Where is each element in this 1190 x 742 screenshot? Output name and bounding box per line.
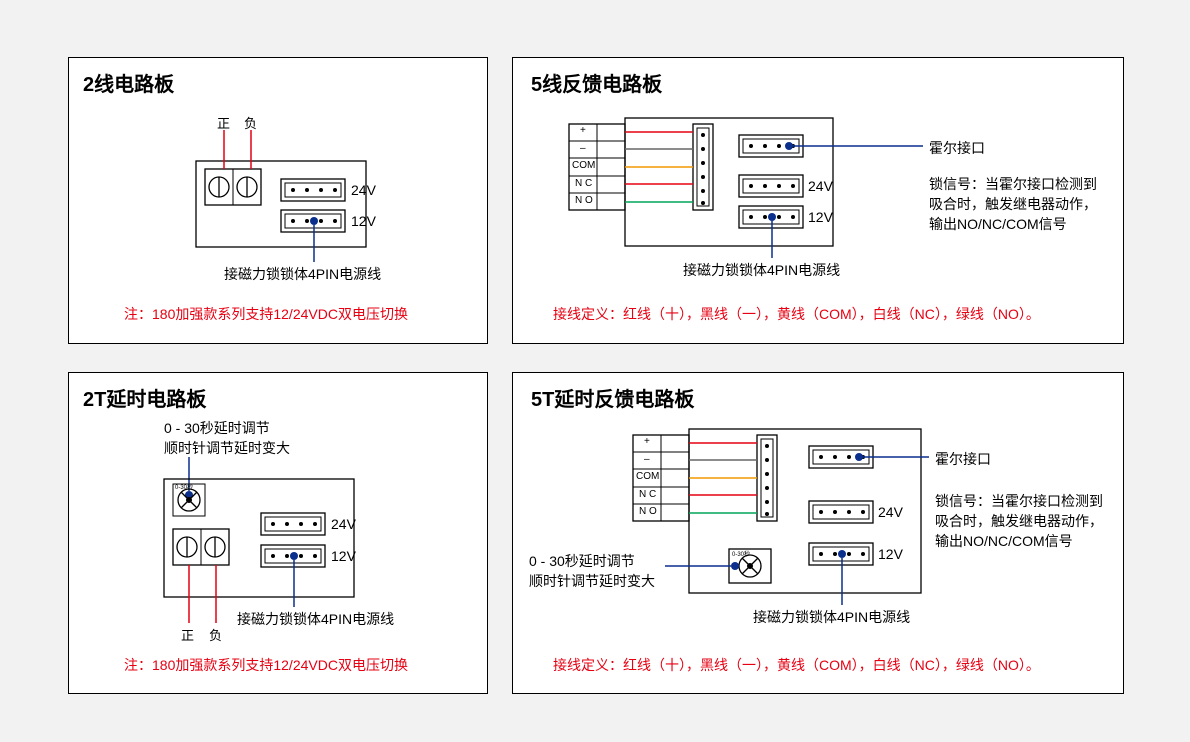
term-no: N O xyxy=(639,506,657,517)
negative-label: 负 xyxy=(209,625,222,644)
connector-annotation: 接磁力锁锁体4PIN电源线 xyxy=(753,607,910,627)
delay-line2: 顺时针调节延时变大 xyxy=(529,571,655,591)
panel-2t: 2T延时电路板 0 - 30秒延时调节 顺时针调节延时变大 xyxy=(68,372,488,694)
panel-note: 注：180加强款系列支持12/24VDC双电压切换 xyxy=(124,304,408,324)
panel-5wire: 5线反馈电路板 xyxy=(512,57,1124,344)
term-plus: + xyxy=(644,436,650,447)
connector-annotation: 接磁力锁锁体4PIN电源线 xyxy=(237,609,394,629)
term-com: COM xyxy=(636,471,659,482)
desc-line2: 吸合时，触发继电器动作， xyxy=(935,511,1103,531)
voltage-12v: 12V xyxy=(351,213,376,229)
term-com: COM xyxy=(572,160,595,171)
board-svg xyxy=(69,373,489,695)
hall-label: 霍尔接口 xyxy=(929,138,985,158)
term-nc: N C xyxy=(575,178,592,189)
dial-scale: 0-30秒 xyxy=(732,549,750,558)
dial-scale: 0-30秒 xyxy=(175,482,193,491)
panel-note: 注：180加强款系列支持12/24VDC双电压切换 xyxy=(124,655,408,675)
term-minus: – xyxy=(580,143,586,154)
panel-note: 接线定义：红线（十），黑线（一），黄线（COM），白线（NC），绿线（NO）。 xyxy=(553,655,1040,675)
desc-line3: 输出NO/NC/COM信号 xyxy=(935,531,1073,551)
board-svg xyxy=(69,58,489,345)
term-plus: + xyxy=(580,125,586,136)
voltage-24v: 24V xyxy=(878,504,903,520)
connector-annotation: 接磁力锁锁体4PIN电源线 xyxy=(224,264,381,284)
voltage-24v: 24V xyxy=(808,178,833,194)
desc-line1: 锁信号：当霍尔接口检测到 xyxy=(935,491,1103,511)
diagram-stage: 2线电路板 正 负 xyxy=(0,0,1190,742)
term-nc: N C xyxy=(639,489,656,500)
term-no: N O xyxy=(575,195,593,206)
panel-2wire: 2线电路板 正 负 xyxy=(68,57,488,344)
voltage-12v: 12V xyxy=(331,548,356,564)
voltage-12v: 12V xyxy=(808,209,833,225)
desc-line3: 输出NO/NC/COM信号 xyxy=(929,214,1067,234)
voltage-24v: 24V xyxy=(331,516,356,532)
term-minus: – xyxy=(644,454,650,465)
panel-note: 接线定义：红线（十），黑线（一），黄线（COM），白线（NC），绿线（NO）。 xyxy=(553,304,1040,324)
voltage-24v: 24V xyxy=(351,182,376,198)
voltage-12v: 12V xyxy=(878,546,903,562)
positive-label: 正 xyxy=(181,625,194,644)
panel-5t: 5T延时反馈电路板 xyxy=(512,372,1124,694)
delay-line1: 0 - 30秒延时调节 xyxy=(529,551,635,571)
connector-annotation: 接磁力锁锁体4PIN电源线 xyxy=(683,260,840,280)
desc-line2: 吸合时，触发继电器动作， xyxy=(929,194,1097,214)
hall-label: 霍尔接口 xyxy=(935,449,991,469)
desc-line1: 锁信号：当霍尔接口检测到 xyxy=(929,174,1097,194)
